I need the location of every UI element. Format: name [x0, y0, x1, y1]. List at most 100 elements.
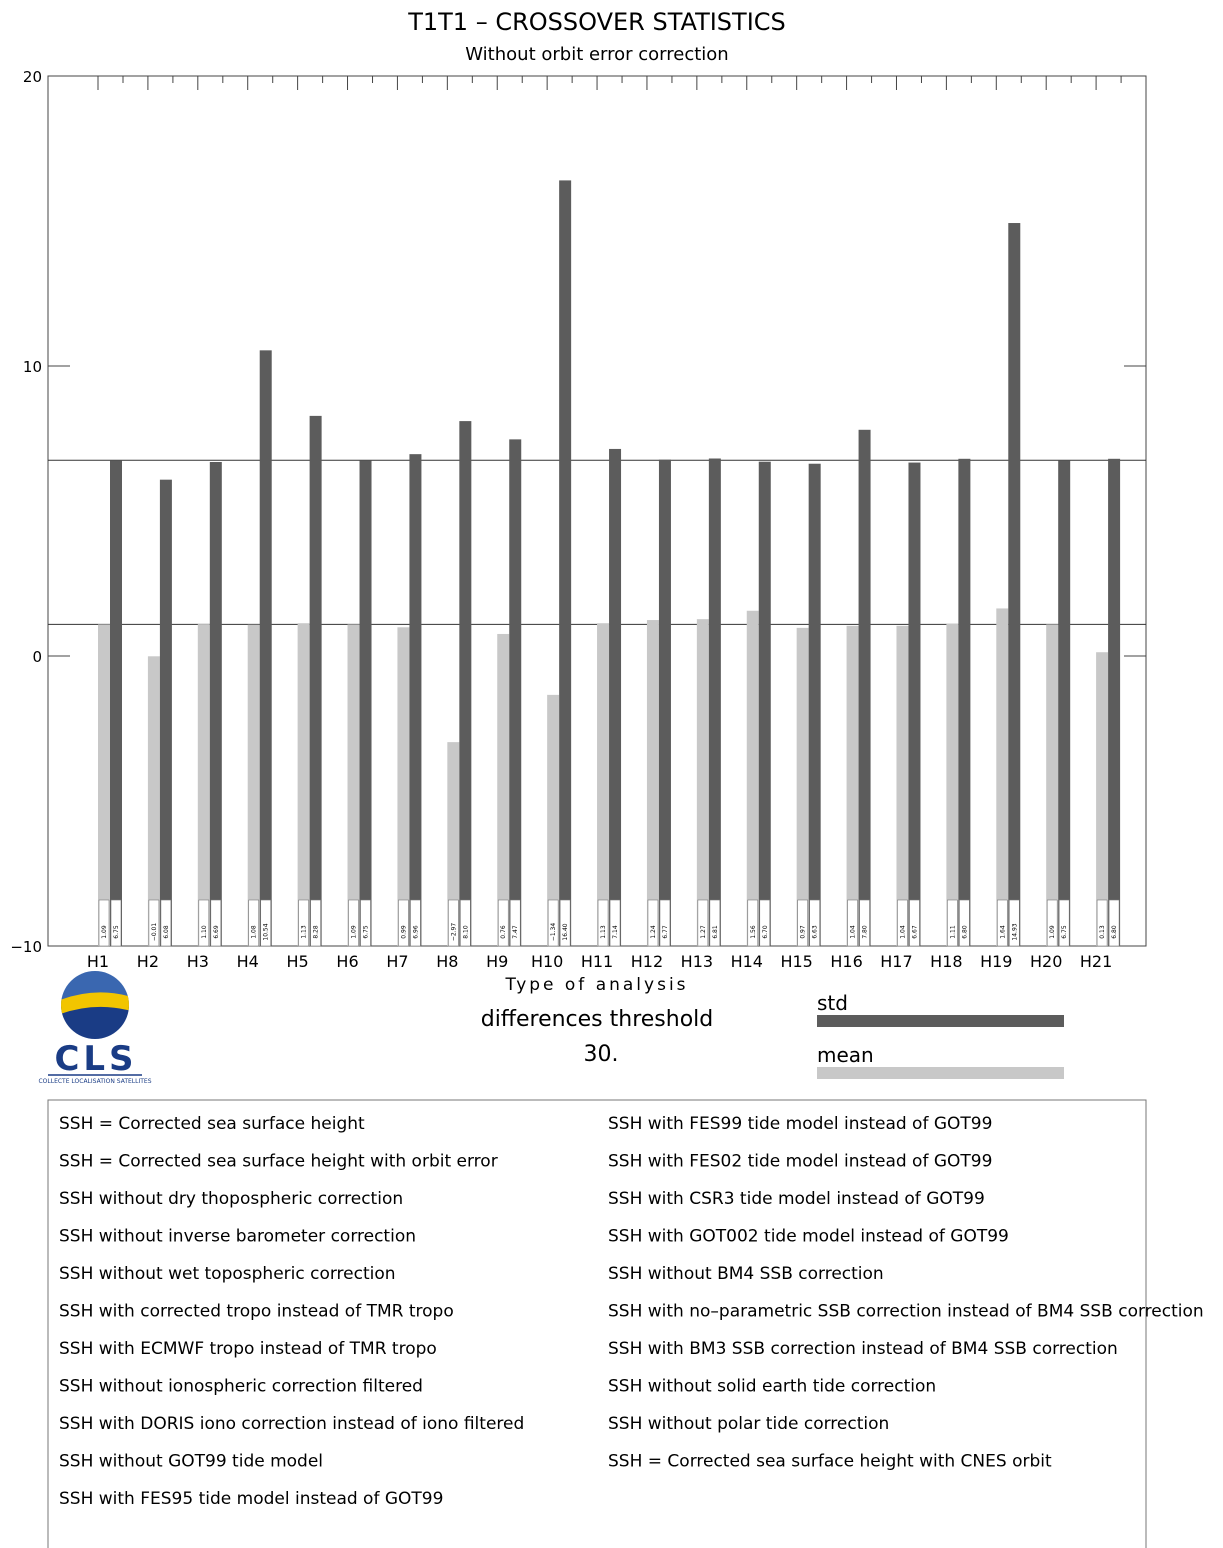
x-tick-label: H13: [681, 952, 713, 971]
legend-swatch-mean: [817, 1067, 1064, 1079]
x-tick-label: H4: [237, 952, 259, 971]
x-tick-label: H1: [87, 952, 109, 971]
mean-bar-H14: [746, 610, 759, 946]
mean-value-label: 0.99: [400, 925, 407, 939]
threshold-value: 30.: [584, 1042, 619, 1067]
std-bar-H13: [708, 458, 721, 946]
x-tick-label: H19: [980, 952, 1012, 971]
description-item: SSH without dry thopospheric correction: [59, 1189, 403, 1209]
legend-swatch-std: [817, 1015, 1064, 1027]
mean-label-box: [148, 899, 160, 947]
mean-bar-H3: [197, 624, 210, 946]
mean-label-box: [597, 899, 609, 947]
mean-label-box: [747, 899, 759, 947]
description-item: SSH with ECMWF tropo instead of TMR trop…: [59, 1339, 437, 1359]
std-label-box: [160, 899, 172, 947]
std-value-label: 10.54: [263, 923, 270, 940]
mean-label-box: [298, 899, 309, 947]
std-bar-H7: [409, 454, 422, 946]
mean-label-box: [647, 899, 659, 947]
description-item: SSH with BM3 SSB correction instead of B…: [608, 1339, 1118, 1359]
mean-label-box: [797, 899, 808, 947]
description-item: SSH without ionospheric correction filte…: [59, 1377, 423, 1397]
x-tick-label: H8: [436, 952, 458, 971]
mean-value-label: 1.13: [301, 925, 308, 939]
mean-bar-H8: [447, 742, 460, 946]
threshold-label: differences threshold: [481, 1007, 714, 1032]
std-label-box: [759, 899, 771, 947]
mean-bar-H9: [497, 633, 510, 946]
mean-value-label: 1.04: [850, 925, 857, 939]
mean-label-box: [497, 899, 509, 947]
mean-value-label: 0.76: [500, 925, 507, 939]
mean-bar-H1: [98, 624, 110, 946]
mean-bar-H5: [297, 623, 310, 946]
x-tick-label: H18: [930, 952, 962, 971]
x-tick-label: H20: [1030, 952, 1062, 971]
std-value-label: 6.75: [113, 925, 120, 939]
x-axis: H1 H2 H3 H4 H5 H6 H7 H8 H9 H10 H11 H12 H13 H14 H15 H16 H…: [87, 952, 1112, 971]
std-value-label: 6.80: [961, 925, 968, 939]
description-item: SSH without GOT99 tide model: [59, 1452, 323, 1472]
std-bar-H4: [259, 350, 272, 947]
mean-bar-H12: [646, 620, 659, 946]
mean-bar-H13: [696, 619, 709, 946]
std-label-box: [460, 899, 471, 947]
mean-label-box: [1096, 899, 1108, 947]
std-bar-H19: [1008, 223, 1021, 946]
mean-value-label: 1.09: [1049, 925, 1056, 939]
mean-bar-H4: [247, 624, 260, 946]
mean-value-label: 0.97: [800, 925, 807, 939]
mean-label-box: [448, 899, 459, 947]
mean-value-label: −0.01: [151, 923, 158, 942]
std-label-box: [809, 899, 820, 947]
std-label-box: [609, 899, 621, 947]
std-bar-H16: [858, 429, 871, 946]
x-axis-label: Type of analysis: [504, 975, 688, 995]
mean-bar-H21: [1096, 652, 1109, 946]
mean-bar-H7: [397, 627, 410, 946]
x-tick-label: H5: [287, 952, 309, 971]
logo-subtitle: COLLECTE LOCALISATION SATELLITES: [38, 1078, 151, 1085]
mean-value-label: 1.64: [999, 925, 1006, 939]
mean-bar-H15: [796, 627, 809, 946]
mean-value-label: 1.09: [351, 925, 358, 939]
std-bar-H15: [808, 463, 821, 946]
std-bar-H21: [1108, 458, 1121, 946]
std-label-box: [559, 899, 571, 947]
mean-value-label: −2.97: [450, 923, 457, 942]
std-value-label: 6.81: [712, 925, 719, 939]
chart-subtitle: Without orbit error correction: [465, 44, 728, 65]
description-item: SSH = Corrected sea surface height with …: [608, 1452, 1052, 1472]
mean-label-box: [348, 899, 359, 947]
x-tick-label: H14: [731, 952, 763, 971]
std-label-box: [1008, 899, 1020, 947]
description-item: SSH with CSR3 tide model instead of GOT9…: [608, 1189, 985, 1209]
mean-bar-H11: [597, 623, 610, 946]
legend-label-std: std: [817, 991, 848, 1015]
std-value-label: 8.10: [462, 925, 469, 939]
std-bar-H12: [658, 459, 671, 946]
mean-label-box: [697, 899, 709, 947]
mean-value-label: 1.24: [650, 925, 657, 939]
x-tick-label: H15: [780, 952, 812, 971]
mean-bar-H18: [946, 623, 959, 946]
mean-label-box: [248, 899, 260, 947]
std-value-label: 6.63: [812, 925, 819, 939]
std-value-label: 6.75: [1061, 925, 1068, 939]
mean-label-box: [897, 899, 908, 947]
std-bar-H5: [309, 415, 322, 946]
mean-value-label: 1.11: [949, 925, 956, 939]
logo-wave-band: [61, 992, 129, 1016]
mean-label-box: [1046, 899, 1058, 947]
std-label-box: [410, 899, 421, 947]
std-bar-H8: [459, 421, 472, 947]
description-item: SSH with GOT002 tide model instead of GO…: [608, 1227, 1009, 1247]
mean-label-box: [547, 899, 559, 947]
std-value-label: 8.28: [313, 925, 320, 939]
std-bar-H2: [159, 479, 172, 946]
std-value-label: 6.80: [1111, 925, 1118, 939]
std-label-box: [1108, 899, 1120, 947]
description-left-column: SSH = Corrected sea surface height SSH = …: [59, 1114, 524, 1509]
y-tick-label: 0: [32, 648, 42, 666]
